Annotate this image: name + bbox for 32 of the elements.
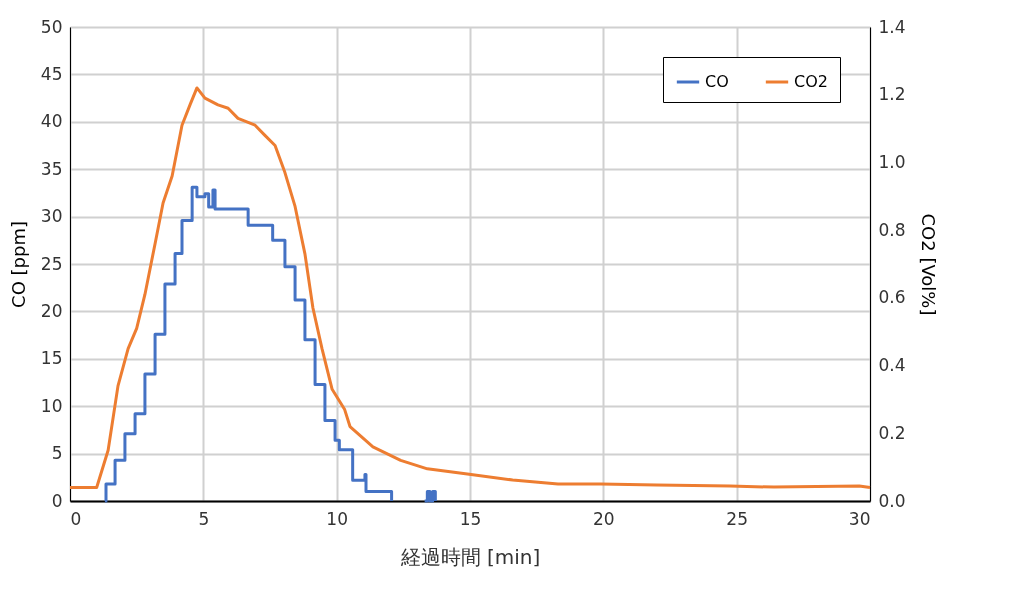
y-tick-label: 0 bbox=[51, 490, 63, 511]
legend-label: CO bbox=[705, 72, 729, 91]
y2-tick-label: 0.4 bbox=[878, 355, 906, 376]
y2-tick-label: 0.6 bbox=[878, 287, 906, 308]
x-tick-label: 10 bbox=[326, 508, 348, 529]
y-tick-label: 15 bbox=[40, 348, 63, 369]
line-series bbox=[68, 86, 872, 489]
y-tick-label: 10 bbox=[40, 395, 63, 416]
x-tick-label: 25 bbox=[726, 508, 748, 529]
y2-tick-label: 1.0 bbox=[878, 151, 906, 172]
y-tick-label: 25 bbox=[40, 253, 63, 274]
x-tick-label: 15 bbox=[459, 508, 482, 529]
x-tick-label: 30 bbox=[848, 508, 871, 529]
x-axis-title: 経過時間 [min] bbox=[399, 544, 541, 569]
y-tick-label: 35 bbox=[40, 158, 63, 179]
y2-tick-label: 0.8 bbox=[878, 219, 906, 240]
x-tick-label: 20 bbox=[593, 508, 615, 529]
x-tick-label: 5 bbox=[198, 508, 210, 529]
y2-tick-label: 1.2 bbox=[878, 84, 906, 105]
y2-tick-label: 0.0 bbox=[878, 490, 906, 511]
y-axis-title: CO [ppm] bbox=[7, 221, 29, 308]
y-tick-label: 20 bbox=[40, 300, 63, 321]
y-tick-label: 30 bbox=[40, 206, 63, 227]
y-tick-label: 40 bbox=[40, 111, 63, 132]
y-tick-label: 45 bbox=[40, 63, 63, 84]
y2-tick-label: 0.2 bbox=[878, 422, 906, 443]
legend-label: CO2 bbox=[794, 72, 828, 91]
y2-tick-label: 1.4 bbox=[878, 16, 906, 37]
x-tick-label: 0 bbox=[70, 508, 82, 529]
y2-axis-title: CO2 [Vol%] bbox=[917, 213, 939, 316]
y-tick-label: 5 bbox=[51, 443, 63, 464]
y-tick-label: 50 bbox=[40, 16, 63, 37]
